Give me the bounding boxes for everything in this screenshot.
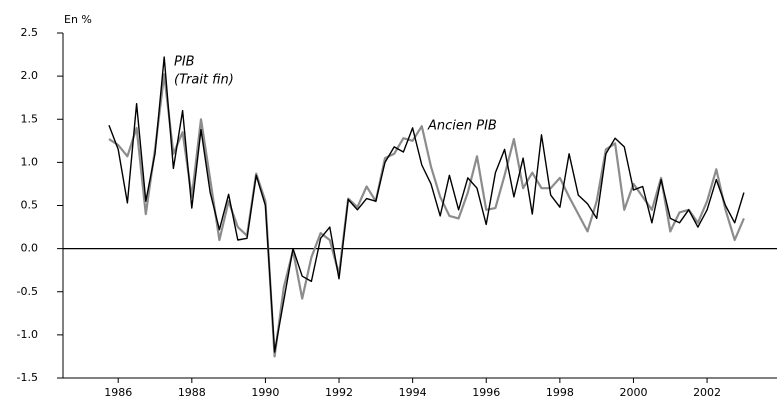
x-tick-label: 1988 <box>178 386 206 399</box>
x-tick-label: 1990 <box>251 386 279 399</box>
x-tick-label: 2002 <box>693 386 721 399</box>
y-tick-label: 0.0 <box>21 242 39 255</box>
series-label: Ancien PIB <box>427 119 497 134</box>
y-tick-label: 1.0 <box>21 155 39 168</box>
y-tick-label: 0.5 <box>21 199 39 212</box>
y-tick-label: -1.0 <box>17 328 38 341</box>
y-tick-label: -0.5 <box>17 285 38 298</box>
x-tick-label: 1986 <box>104 386 132 399</box>
x-tick-label: 1994 <box>399 386 427 399</box>
series-line <box>108 73 745 358</box>
x-tick-label: 2000 <box>619 386 647 399</box>
x-tick-label: 1992 <box>325 386 353 399</box>
y-tick-label: 2.0 <box>21 69 39 82</box>
y-tick-label: -1.5 <box>17 371 38 384</box>
annotation: (Trait fin) <box>174 73 234 88</box>
x-tick-label: 1996 <box>472 386 500 399</box>
y-tick-label: 1.5 <box>21 112 39 125</box>
y-tick-label: 2.5 <box>21 26 39 39</box>
x-tick-label: 1998 <box>546 386 574 399</box>
y-axis-label: En % <box>64 13 92 26</box>
series-label: PIB <box>174 55 195 70</box>
series-line <box>108 56 745 353</box>
